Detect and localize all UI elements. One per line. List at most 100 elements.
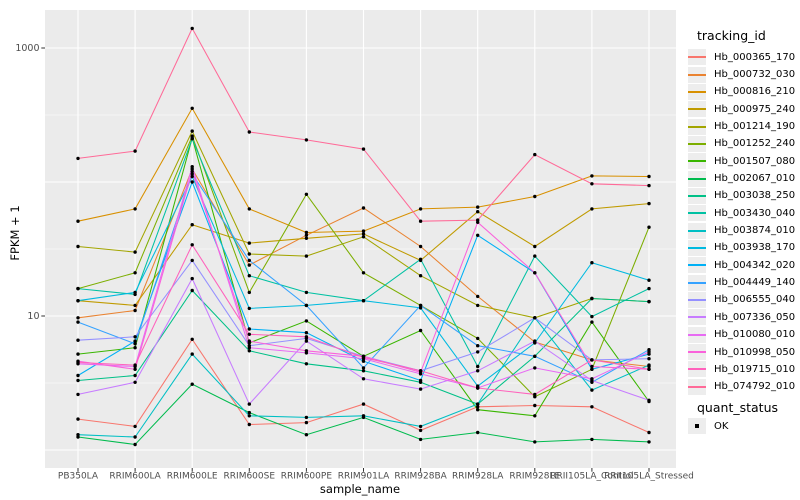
legend-color-swatch [688, 368, 706, 371]
legend-item: Hb_000365_170 [686, 49, 800, 66]
legend-color-swatch [688, 385, 706, 388]
data-point [590, 207, 594, 211]
y-tick-label: 1000 [15, 43, 39, 54]
legend-point-swatch [695, 424, 699, 429]
data-point [247, 327, 251, 331]
legend-key [688, 378, 706, 395]
data-point [418, 274, 423, 278]
data-point [533, 366, 537, 370]
legend-item: Hb_003938_170 [686, 239, 800, 256]
data-point [418, 428, 423, 433]
legend-color-swatch [688, 351, 706, 354]
data-point [647, 286, 651, 291]
data-point [76, 244, 80, 249]
data-point [133, 342, 137, 346]
data-point [590, 377, 594, 381]
legend-tracking-id-items: Hb_000365_170 Hb_000732_030 Hb_000816_210 H… [686, 49, 800, 396]
legend-key [688, 326, 706, 343]
data-point [76, 320, 80, 324]
data-point [476, 294, 480, 299]
data-point [133, 442, 137, 447]
legend-key [688, 274, 706, 291]
data-point [361, 369, 366, 373]
legend-item-label: Hb_000365_170 [714, 51, 796, 63]
data-point [247, 422, 251, 427]
data-point [133, 373, 137, 378]
x-tick-label: RRIM901LA [338, 472, 390, 482]
data-point [361, 359, 366, 363]
legend-item: Hb_007336_050 [686, 309, 800, 326]
data-point [647, 201, 651, 206]
legend-color-swatch [688, 160, 706, 163]
legend-key [688, 66, 706, 83]
data-point [247, 130, 251, 134]
data-point [247, 290, 251, 295]
data-point [476, 364, 480, 369]
data-point [533, 440, 537, 444]
data-point [590, 405, 594, 409]
x-tick-label: RRIM928LE [509, 472, 560, 482]
data-point [361, 355, 366, 360]
data-point [476, 408, 480, 412]
data-point [76, 360, 80, 365]
data-point [476, 386, 480, 390]
data-point [533, 354, 537, 358]
data-point [361, 206, 366, 210]
data-point [190, 337, 194, 341]
data-point [418, 369, 423, 373]
data-point [76, 156, 80, 161]
legend-item-label: Hb_074792_010 [714, 381, 796, 393]
data-point [247, 410, 251, 415]
x-axis-title: sample_name [319, 482, 401, 496]
data-point [361, 402, 366, 406]
legend-color-swatch [688, 142, 706, 145]
data-point [476, 205, 480, 209]
legend-item-label: OK [714, 420, 729, 432]
data-point [418, 437, 423, 442]
data-point [190, 288, 194, 293]
x-tick-label: RRIM928LA [452, 472, 504, 482]
legend-item: Hb_010998_050 [686, 343, 800, 361]
data-point [418, 378, 423, 383]
data-point [533, 254, 537, 258]
legend-key [688, 101, 706, 118]
data-point [76, 286, 80, 291]
data-point [304, 331, 309, 335]
data-point [590, 174, 594, 178]
data-point [190, 169, 194, 174]
legend-key [688, 309, 706, 326]
data-point [590, 261, 594, 265]
legend-item: Hb_010080_010 [686, 326, 800, 343]
legend-tracking-id-title: tracking_id [697, 28, 766, 43]
legend-item-quant-status: OK [686, 417, 800, 435]
data-point [76, 219, 80, 223]
data-point [190, 129, 194, 133]
legend-item: Hb_004449_140 [686, 274, 800, 291]
data-point [647, 357, 651, 361]
data-point [476, 402, 480, 406]
data-point [361, 414, 366, 418]
legend-color-swatch [688, 246, 706, 249]
data-point [590, 358, 594, 362]
data-point [647, 398, 651, 402]
data-point [190, 165, 194, 169]
legend-item-label: Hb_007336_050 [714, 311, 796, 323]
legend-color-swatch [688, 212, 706, 215]
data-point [361, 299, 366, 303]
legend-color-swatch [688, 56, 706, 59]
legend-item-label: Hb_019715_010 [714, 363, 796, 375]
x-tick-label: RRII105LA_Stressed [604, 472, 694, 482]
data-point [133, 380, 137, 384]
data-point [647, 278, 651, 282]
legend-key [688, 344, 706, 361]
legend-item-label: Hb_000816_210 [714, 86, 796, 98]
data-point [133, 367, 137, 371]
data-point [361, 235, 366, 239]
data-point [647, 183, 651, 188]
x-tick-label: RRIM600LE [167, 472, 218, 482]
data-point [476, 344, 480, 348]
data-point [76, 373, 80, 378]
data-point [133, 335, 137, 339]
data-point [133, 424, 137, 429]
